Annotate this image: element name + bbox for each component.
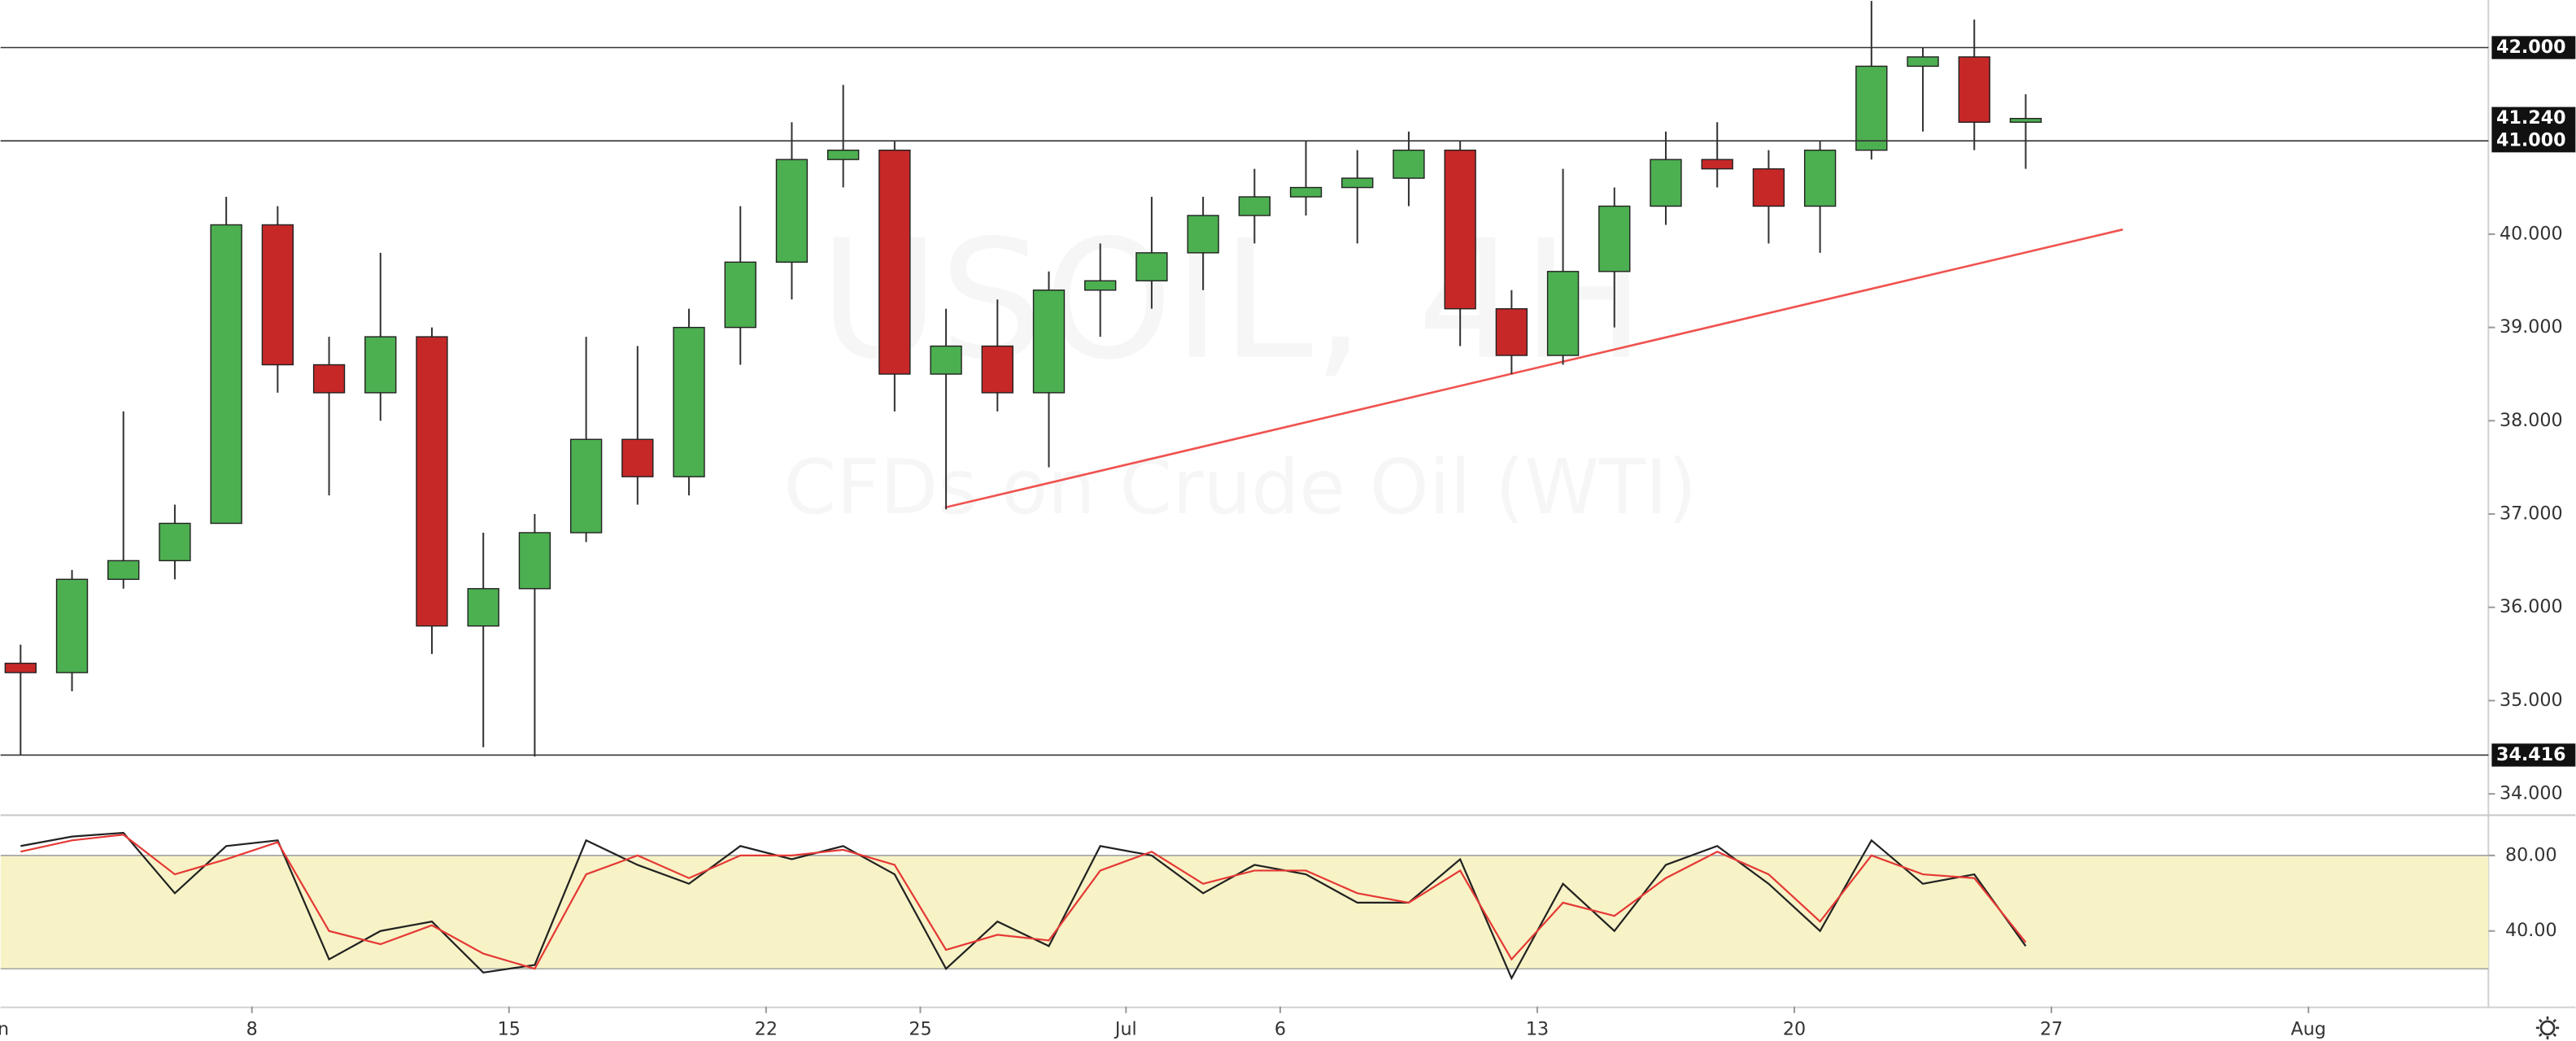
trend-line	[944, 228, 2124, 509]
candle-body	[1289, 186, 1323, 198]
candle-body	[1135, 252, 1168, 281]
candle-body	[1803, 149, 1837, 207]
candle-body	[1495, 307, 1528, 356]
x-tick-label: Aug	[2291, 1018, 2325, 1039]
level-label: 41.000	[2496, 130, 2566, 151]
stoch-band	[0, 855, 2489, 969]
y-tick-label: 39.000	[2500, 316, 2563, 338]
y-tick-label: 36.000	[2500, 596, 2563, 617]
candle-body	[261, 224, 294, 366]
candle-body	[569, 438, 603, 534]
candle-body	[1701, 159, 1733, 170]
x-tick-label: Jun	[0, 1018, 9, 1039]
candle-body	[416, 336, 448, 627]
y-tick-label: 80.00	[2505, 844, 2557, 865]
candle-body	[312, 364, 346, 394]
candle-body	[673, 326, 705, 477]
candle-body	[107, 560, 140, 581]
candle-body	[1546, 271, 1580, 356]
x-tick-label: 15	[498, 1018, 521, 1039]
x-tick-label: 25	[909, 1018, 931, 1039]
candle-body	[467, 588, 499, 627]
y-tick-label: 40.000	[2500, 223, 2563, 244]
x-tick-label: 13	[1526, 1018, 1549, 1039]
candle-body	[1650, 159, 1682, 207]
candle-body	[1238, 196, 1271, 216]
candle-body	[1444, 149, 1476, 310]
candle-body	[1032, 290, 1066, 394]
last-price-box	[2491, 107, 2576, 130]
candle-body	[1855, 65, 1888, 151]
candle-body	[518, 532, 551, 590]
level-box	[2491, 36, 2576, 59]
x-tick-label: 20	[1783, 1018, 1806, 1039]
x-tick-label: 6	[1275, 1018, 1286, 1039]
candle-body	[2009, 117, 2042, 123]
candle-body	[930, 345, 962, 375]
level-box	[2491, 743, 2576, 767]
candle-body	[159, 522, 191, 562]
x-tick-label: 27	[2040, 1018, 2063, 1039]
level-label: 34.416	[2496, 744, 2566, 765]
settings-gear[interactable]	[2535, 1016, 2560, 1039]
candle-body	[826, 149, 860, 160]
y-tick-label: 34.000	[2500, 783, 2563, 804]
candle-body	[1598, 205, 1631, 272]
stoch-pane	[0, 831, 2489, 981]
stoch-line	[20, 834, 2027, 970]
y-tick-label: 38.000	[2500, 410, 2563, 431]
candle-body	[1907, 56, 1939, 68]
y-tick-label: 35.000	[2500, 690, 2563, 711]
candle-body	[210, 224, 242, 525]
y-tick-label: 37.000	[2500, 503, 2563, 525]
candle-body	[1341, 177, 1374, 189]
candle-body	[55, 578, 89, 673]
candle-body	[981, 345, 1013, 394]
candle-body	[1393, 149, 1425, 179]
x-tick-label: Jul	[1114, 1018, 1137, 1039]
watermark-description: CFDs on Crude Oil (WTI)	[784, 443, 1698, 531]
candle-body	[1084, 280, 1117, 291]
level-box	[2491, 129, 2576, 153]
last-price-label: 41.240	[2496, 107, 2566, 128]
candle-body	[1187, 215, 1219, 254]
level-label: 42.000	[2496, 37, 2566, 58]
candle-body	[4, 662, 37, 673]
candle-body	[364, 336, 397, 394]
candle-body	[621, 438, 654, 477]
candle-body	[1958, 56, 1990, 123]
candle-body	[878, 149, 911, 375]
candle-body	[1752, 168, 1785, 207]
stoch-line	[20, 831, 2027, 981]
candle-body	[775, 159, 809, 264]
x-tick-label: 22	[755, 1018, 778, 1039]
price-pane	[4, 1, 2124, 757]
candle-body	[724, 261, 756, 329]
x-tick-label: 8	[246, 1018, 258, 1039]
y-tick-label: 40.00	[2505, 920, 2557, 941]
